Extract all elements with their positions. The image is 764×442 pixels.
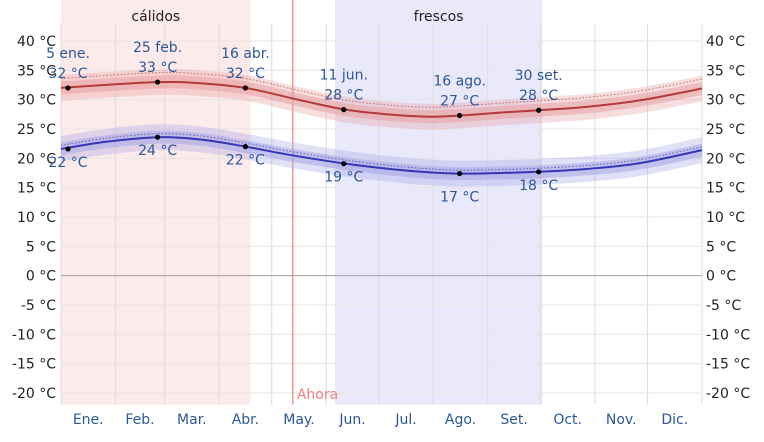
month-label: Dic. (661, 412, 688, 428)
y-tick-label-left: 5 °C (26, 239, 56, 255)
y-tick-label-right: 35 °C (706, 63, 745, 79)
annotation-point (154, 79, 161, 85)
annotation-value: 28 °C (519, 88, 558, 104)
y-tick-label-left: -20 °C (12, 386, 56, 402)
max-temperature-line (60, 80, 703, 118)
y-tick-label-left: 40 °C (17, 34, 56, 50)
annotation-value: 27 °C (440, 94, 479, 110)
y-tick-label-left: 20 °C (17, 151, 56, 167)
annotation-value: 24 °C (138, 143, 177, 159)
annotation-point (457, 170, 463, 177)
annotation-point (242, 144, 248, 150)
annotation-date: 16 abr. (221, 46, 270, 62)
y-tick-label-left: 30 °C (17, 93, 56, 109)
y-tick-label-left: 15 °C (17, 181, 56, 197)
month-label: Ago. (445, 412, 476, 428)
annotation-date: 11 jun. (320, 68, 368, 84)
month-label: May. (283, 412, 314, 428)
annotation-value: 33 °C (138, 60, 177, 76)
y-tick-label-left: -10 °C (12, 327, 56, 343)
y-tick-label-right: -15 °C (706, 357, 750, 373)
season-band (334, 0, 543, 405)
y-tick-label-right: 30 °C (706, 93, 745, 109)
annotation-value: 18 °C (519, 178, 558, 194)
y-tick-label-left: 10 °C (17, 210, 56, 226)
y-tick-label-right: -20 °C (706, 386, 750, 402)
annotation-point (65, 146, 71, 152)
annotation-point (65, 85, 71, 91)
annotation-point (341, 161, 347, 167)
y-tick-label-right: 40 °C (706, 34, 745, 50)
max-band-inner (61, 75, 702, 124)
y-tick-label-right: 20 °C (706, 151, 745, 167)
y-tick-label-right: -5 °C (706, 298, 741, 314)
month-label: Feb. (125, 412, 154, 428)
month-label: Oct. (553, 412, 582, 428)
annotation-value: 19 °C (324, 170, 363, 186)
season-label: frescos (414, 9, 464, 25)
y-tick-label-left: -15 °C (12, 357, 56, 373)
month-label: Ene. (73, 412, 104, 428)
annotation-value: 28 °C (324, 88, 363, 104)
y-tick-label-right: 25 °C (706, 122, 745, 138)
annotation-point (457, 112, 463, 119)
month-label: Mar. (177, 412, 207, 428)
month-label: Set. (500, 412, 527, 428)
month-label: Jun. (338, 412, 365, 428)
annotation-point (536, 107, 542, 113)
annotation-date: 25 feb. (133, 40, 182, 56)
annotation-point (536, 169, 542, 175)
annotation-point (341, 107, 347, 113)
season-label: cálidos (131, 9, 180, 25)
y-tick-label-left: 0 °C (26, 269, 56, 285)
y-tick-label-left: 25 °C (17, 122, 56, 138)
annotation-date: 5 ene. (46, 46, 90, 62)
month-label: Abr. (232, 412, 259, 428)
max-reference-line (60, 71, 703, 108)
y-tick-label-left: -5 °C (21, 298, 56, 314)
y-tick-label-right: 15 °C (706, 181, 745, 197)
min-temperature-line (60, 136, 703, 175)
month-label: Nov. (606, 412, 637, 428)
annotation-value: 32 °C (226, 66, 265, 82)
y-tick-label-right: 0 °C (706, 269, 736, 285)
now-label: Ahora (297, 387, 338, 403)
annotation-value: 22 °C (49, 155, 88, 171)
y-tick-label-left: 35 °C (17, 63, 56, 79)
annotation-point (242, 85, 248, 91)
min-reference-line (60, 133, 703, 171)
annotation-value: 22 °C (226, 153, 265, 169)
annotation-point (154, 134, 161, 140)
annotation-value: 17 °C (440, 190, 479, 206)
annotation-date: 16 ago. (433, 74, 486, 90)
annotation-value: 32 °C (49, 66, 88, 82)
month-label: Jul. (394, 412, 416, 428)
y-tick-label-right: 10 °C (706, 210, 745, 226)
y-tick-label-right: 5 °C (706, 239, 736, 255)
annotation-date: 30 set. (515, 68, 563, 84)
y-tick-label-right: -10 °C (706, 327, 750, 343)
